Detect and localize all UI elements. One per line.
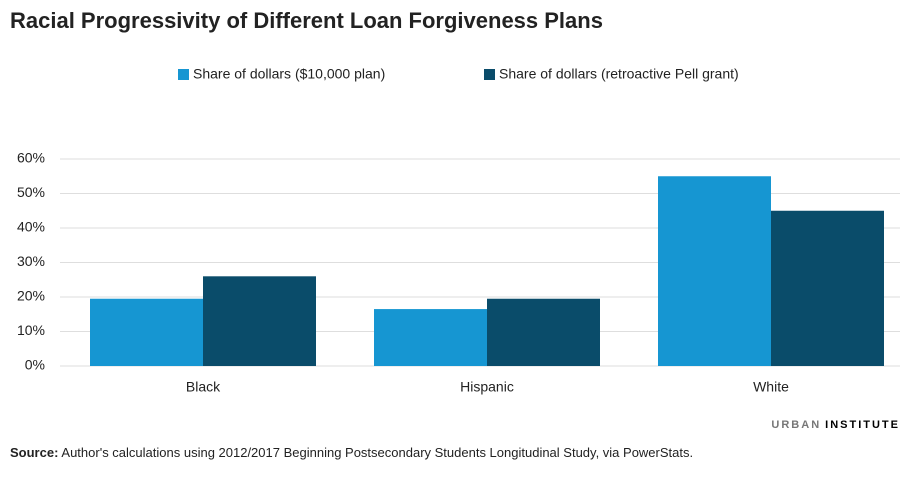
y-tick-label: 10% — [17, 322, 45, 338]
y-tick-label: 60% — [17, 150, 45, 166]
brand-urban: URBAN — [771, 419, 821, 431]
source-text: Author's calculations using 2012/2017 Be… — [61, 445, 693, 460]
bar — [90, 298, 203, 366]
legend-swatch — [178, 69, 189, 80]
x-tick-label: Black — [186, 379, 221, 395]
legend-swatch — [484, 69, 495, 80]
y-tick-label: 20% — [17, 288, 45, 304]
legend-label: Share of dollars (retroactive Pell grant… — [499, 66, 739, 82]
brand-institute: INSTITUTE — [825, 419, 900, 431]
y-tick-label: 40% — [17, 219, 45, 235]
legend-label: Share of dollars ($10,000 plan) — [193, 66, 385, 82]
bar — [658, 176, 771, 366]
source: Source: Author's calculations using 2012/… — [10, 445, 693, 460]
bar — [771, 210, 884, 366]
y-tick-label: 30% — [17, 253, 45, 269]
y-tick-label: 50% — [17, 184, 45, 200]
x-tick-label: White — [753, 379, 789, 395]
brand: URBAN INSTITUTE — [771, 419, 900, 431]
bar — [487, 298, 600, 366]
bar — [203, 276, 316, 366]
source-label: Source: — [10, 445, 58, 460]
bar — [374, 309, 487, 366]
x-tick-label: Hispanic — [460, 379, 514, 395]
y-tick-label: 0% — [25, 357, 45, 373]
chart-title: Racial Progressivity of Different Loan F… — [10, 8, 603, 33]
